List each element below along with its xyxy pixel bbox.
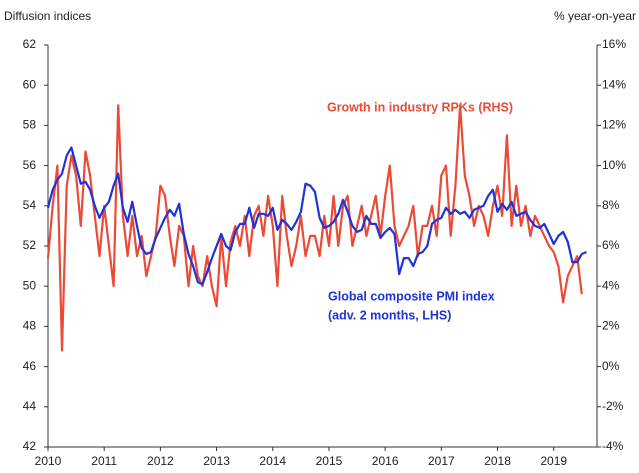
- y2-tick-label: 12%: [602, 118, 626, 132]
- x-tick-label: 2010: [35, 454, 62, 468]
- series-line: [46, 146, 587, 286]
- x-tick-label: 2018: [484, 454, 511, 468]
- y-tick-label: 46: [23, 359, 37, 373]
- y-tick-label: 58: [23, 118, 37, 132]
- series-line: [46, 104, 583, 352]
- y2-tick-label: 6%: [602, 238, 620, 252]
- x-tick-label: 2017: [428, 454, 455, 468]
- y-tick-label: 56: [23, 158, 37, 172]
- x-tick-label: 2014: [259, 454, 286, 468]
- annotation: Growth in industry RPKs (RHS): [327, 100, 513, 114]
- y-tick-label: 52: [23, 238, 37, 252]
- y-tick-label: 62: [23, 37, 37, 51]
- x-tick-label: 2016: [372, 454, 399, 468]
- annotation: Global composite PMI index: [328, 289, 495, 303]
- y-tick-label: 50: [23, 278, 37, 292]
- y2-tick-label: -4%: [602, 439, 624, 453]
- y2-tick-label: 8%: [602, 198, 620, 212]
- y-tick-label: 54: [23, 198, 37, 212]
- y2-tick-label: 14%: [602, 77, 626, 91]
- y-tick-label: 42: [23, 439, 37, 453]
- y2-tick-label: -2%: [602, 399, 624, 413]
- y-axis-title: Diffusion indices: [4, 9, 91, 23]
- y2-tick-label: 0%: [602, 359, 620, 373]
- y-tick-label: 48: [23, 319, 37, 333]
- y2-tick-label: 10%: [602, 158, 626, 172]
- y2-tick-label: 4%: [602, 278, 620, 292]
- y-tick-label: 44: [23, 399, 37, 413]
- x-tick-label: 2019: [540, 454, 567, 468]
- x-tick-label: 2012: [147, 454, 174, 468]
- y2-tick-label: 2%: [602, 319, 620, 333]
- x-tick-label: 2015: [316, 454, 343, 468]
- x-tick-label: 2011: [91, 454, 117, 468]
- annotation: (adv. 2 months, LHS): [328, 308, 451, 322]
- y2-tick-label: 16%: [602, 37, 626, 51]
- x-tick-label: 2013: [203, 454, 230, 468]
- y2-axis-title: % year-on-year: [554, 9, 636, 23]
- y-tick-label: 60: [23, 77, 37, 91]
